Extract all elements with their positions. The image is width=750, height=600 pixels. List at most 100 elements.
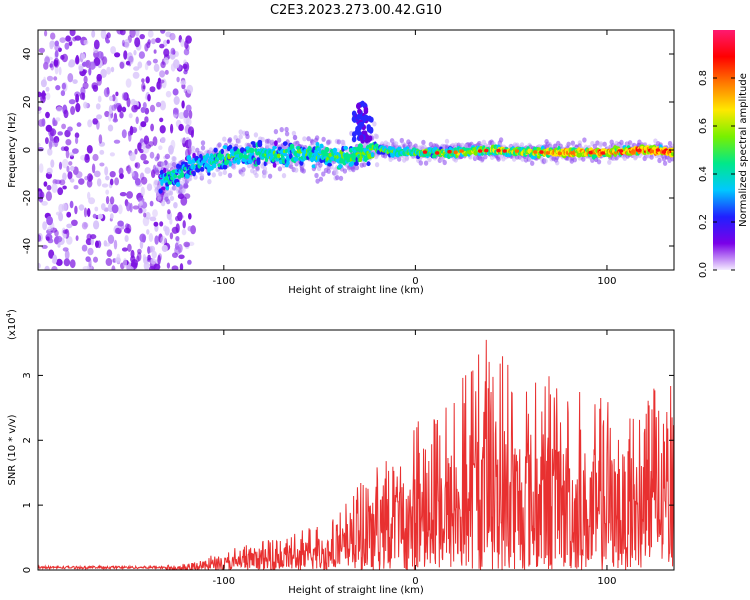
noise-blob bbox=[187, 259, 192, 265]
spectrogram-peak bbox=[631, 149, 636, 153]
spectrogram-halo bbox=[423, 160, 429, 166]
spectrogram-halo bbox=[200, 145, 206, 151]
spectrogram-cell bbox=[670, 151, 674, 156]
noise-blob bbox=[63, 109, 69, 119]
noise-blob bbox=[39, 191, 45, 199]
noise-blob bbox=[43, 76, 47, 85]
spectrogram-ytick-label: 40 bbox=[22, 48, 33, 61]
noise-blob bbox=[68, 152, 75, 157]
noise-blob bbox=[88, 258, 92, 268]
noise-blob bbox=[153, 63, 160, 72]
spectrogram-cell bbox=[366, 161, 371, 167]
snr-xtick-label: 0 bbox=[412, 576, 418, 587]
spectrogram-halo bbox=[333, 167, 338, 173]
spectrogram-halo bbox=[168, 190, 174, 196]
noise-blob bbox=[150, 123, 155, 132]
noise-blob bbox=[105, 258, 113, 266]
spectrogram-halo bbox=[211, 172, 216, 178]
spectrogram-halo bbox=[284, 126, 289, 133]
noise-blob bbox=[126, 191, 133, 199]
noise-blob bbox=[40, 94, 46, 104]
spectrogram-cell bbox=[222, 164, 228, 170]
spectrogram-peak bbox=[600, 151, 605, 155]
noise-blob bbox=[137, 197, 145, 203]
spectrogram-peak bbox=[661, 150, 667, 154]
spectrogram-halo bbox=[315, 178, 320, 184]
spectrogram-cell bbox=[220, 148, 224, 155]
noise-blob bbox=[38, 47, 46, 54]
spectrogram-xtick-label: 0 bbox=[412, 276, 418, 287]
noise-blob bbox=[63, 258, 71, 267]
noise-blob bbox=[69, 178, 75, 183]
noise-blob bbox=[82, 266, 90, 270]
noise-blob bbox=[157, 254, 161, 265]
noise-blob bbox=[117, 204, 123, 215]
spectrogram-halo bbox=[596, 159, 602, 165]
snr-ytick-label: 2 bbox=[22, 437, 33, 443]
noise-blob bbox=[74, 56, 80, 65]
snr-scale-label: (x104) bbox=[5, 309, 18, 340]
noise-blob bbox=[87, 247, 94, 256]
noise-blob bbox=[46, 75, 54, 82]
noise-blob bbox=[52, 254, 58, 264]
spectrogram-halo bbox=[227, 172, 233, 179]
spectrogram-cell bbox=[228, 160, 232, 167]
noise-blob bbox=[62, 229, 68, 235]
spectrogram-halo bbox=[273, 129, 279, 135]
spectrogram-halo bbox=[582, 137, 587, 143]
spectrogram-sidelobe bbox=[356, 103, 361, 109]
spectrogram-halo bbox=[602, 141, 607, 147]
noise-blob bbox=[117, 105, 123, 113]
noise-blob bbox=[52, 117, 56, 127]
noise-blob bbox=[144, 62, 149, 71]
noise-blob bbox=[139, 34, 145, 40]
colorbar-tick-label: 0.0 bbox=[698, 262, 709, 278]
noise-blob bbox=[133, 128, 137, 133]
spectrogram-peak bbox=[459, 149, 464, 153]
spectrogram-halo bbox=[314, 172, 319, 179]
noise-blob bbox=[97, 213, 104, 220]
noise-blob bbox=[48, 249, 55, 259]
noise-blob bbox=[46, 216, 53, 226]
spectrogram-halo bbox=[321, 171, 326, 177]
noise-blob bbox=[96, 73, 102, 82]
noise-blob bbox=[41, 201, 48, 206]
spectrogram-xlabel: Height of straight line (km) bbox=[288, 285, 424, 296]
spectrogram-halo bbox=[292, 134, 298, 141]
noise-blob bbox=[81, 53, 86, 60]
noise-blob bbox=[111, 94, 116, 102]
noise-blob bbox=[81, 61, 87, 67]
noise-blob bbox=[149, 200, 154, 207]
spectrogram-cell bbox=[228, 144, 233, 150]
noise-blob bbox=[187, 126, 195, 136]
noise-blob bbox=[159, 100, 166, 111]
noise-blob bbox=[126, 164, 131, 175]
noise-blob bbox=[176, 76, 180, 83]
noise-blob bbox=[48, 140, 53, 150]
noise-blob bbox=[187, 225, 193, 232]
snr-scale-close: ) bbox=[7, 309, 18, 313]
snr-ytick-label: 0 bbox=[22, 567, 33, 573]
spectrogram-halo bbox=[598, 141, 604, 147]
noise-blob bbox=[94, 206, 99, 212]
noise-blob bbox=[104, 242, 111, 247]
noise-blob bbox=[75, 102, 81, 113]
spectrogram-peak bbox=[502, 149, 507, 153]
noise-blob bbox=[92, 118, 98, 125]
spectrogram-cell bbox=[286, 159, 290, 166]
spectrogram-halo bbox=[427, 157, 432, 163]
spectrogram-cell bbox=[272, 162, 277, 168]
snr-frame bbox=[37, 329, 675, 571]
noise-blob bbox=[101, 183, 109, 188]
noise-blob bbox=[147, 246, 151, 255]
noise-blob bbox=[67, 171, 73, 180]
noise-blob bbox=[96, 178, 102, 187]
spectrogram-cell bbox=[358, 157, 363, 162]
spectrogram-sidelobe bbox=[363, 106, 369, 113]
spectrogram-peak bbox=[447, 149, 452, 154]
noise-blob bbox=[44, 30, 48, 37]
noise-blob bbox=[57, 187, 64, 196]
spectrogram-cell bbox=[351, 155, 357, 161]
spectrogram-halo bbox=[267, 173, 273, 179]
noise-blob bbox=[41, 244, 48, 249]
